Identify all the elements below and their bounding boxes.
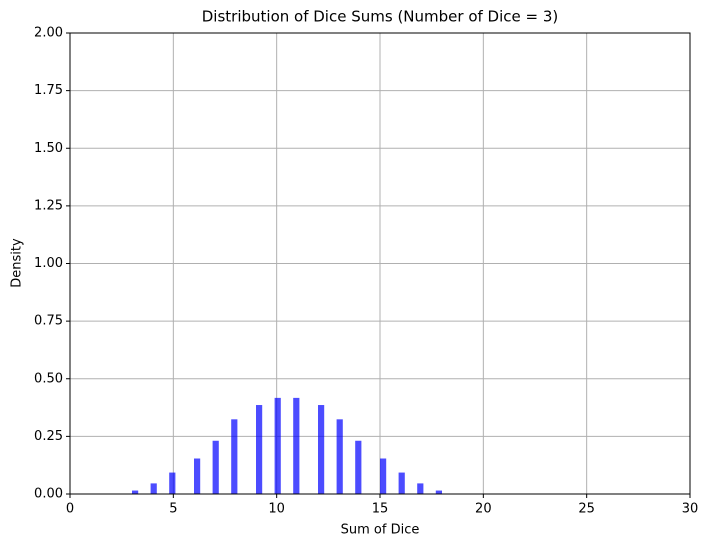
bar xyxy=(380,458,387,494)
x-tick-label: 25 xyxy=(578,502,595,517)
bar xyxy=(318,405,325,494)
bar xyxy=(212,440,219,494)
x-tick-label: 20 xyxy=(475,502,492,517)
bar xyxy=(435,490,442,494)
x-axis-label: Sum of Dice xyxy=(341,523,420,538)
bar xyxy=(274,397,281,494)
chart-title: Distribution of Dice Sums (Number of Dic… xyxy=(202,8,558,26)
y-tick-label: 1.25 xyxy=(34,198,63,213)
x-tick-label: 15 xyxy=(372,502,389,517)
x-tick-label: 30 xyxy=(682,502,699,517)
x-tick-label: 5 xyxy=(169,502,177,517)
x-tick-label: 10 xyxy=(268,502,285,517)
bar xyxy=(132,490,139,494)
bar xyxy=(169,472,176,494)
bar xyxy=(231,419,238,494)
y-axis-label: Density xyxy=(10,238,25,288)
y-tick-label: 0.00 xyxy=(34,487,63,502)
y-tick-label: 2.00 xyxy=(34,26,63,41)
bar xyxy=(293,397,300,494)
y-tick-label: 0.75 xyxy=(34,314,63,329)
y-tick-label: 1.00 xyxy=(34,256,63,271)
x-tick-label: 0 xyxy=(66,502,74,517)
plot-frame xyxy=(69,32,691,495)
y-tick-label: 1.75 xyxy=(34,83,63,98)
bar xyxy=(417,483,424,494)
bar xyxy=(194,458,201,494)
bar xyxy=(355,440,362,494)
bar xyxy=(336,419,343,494)
bar xyxy=(150,483,157,494)
bar xyxy=(398,472,405,494)
bar xyxy=(256,405,263,494)
y-tick-label: 0.50 xyxy=(34,371,63,386)
y-tick-label: 0.25 xyxy=(34,429,63,444)
y-tick-label: 1.50 xyxy=(34,141,63,156)
